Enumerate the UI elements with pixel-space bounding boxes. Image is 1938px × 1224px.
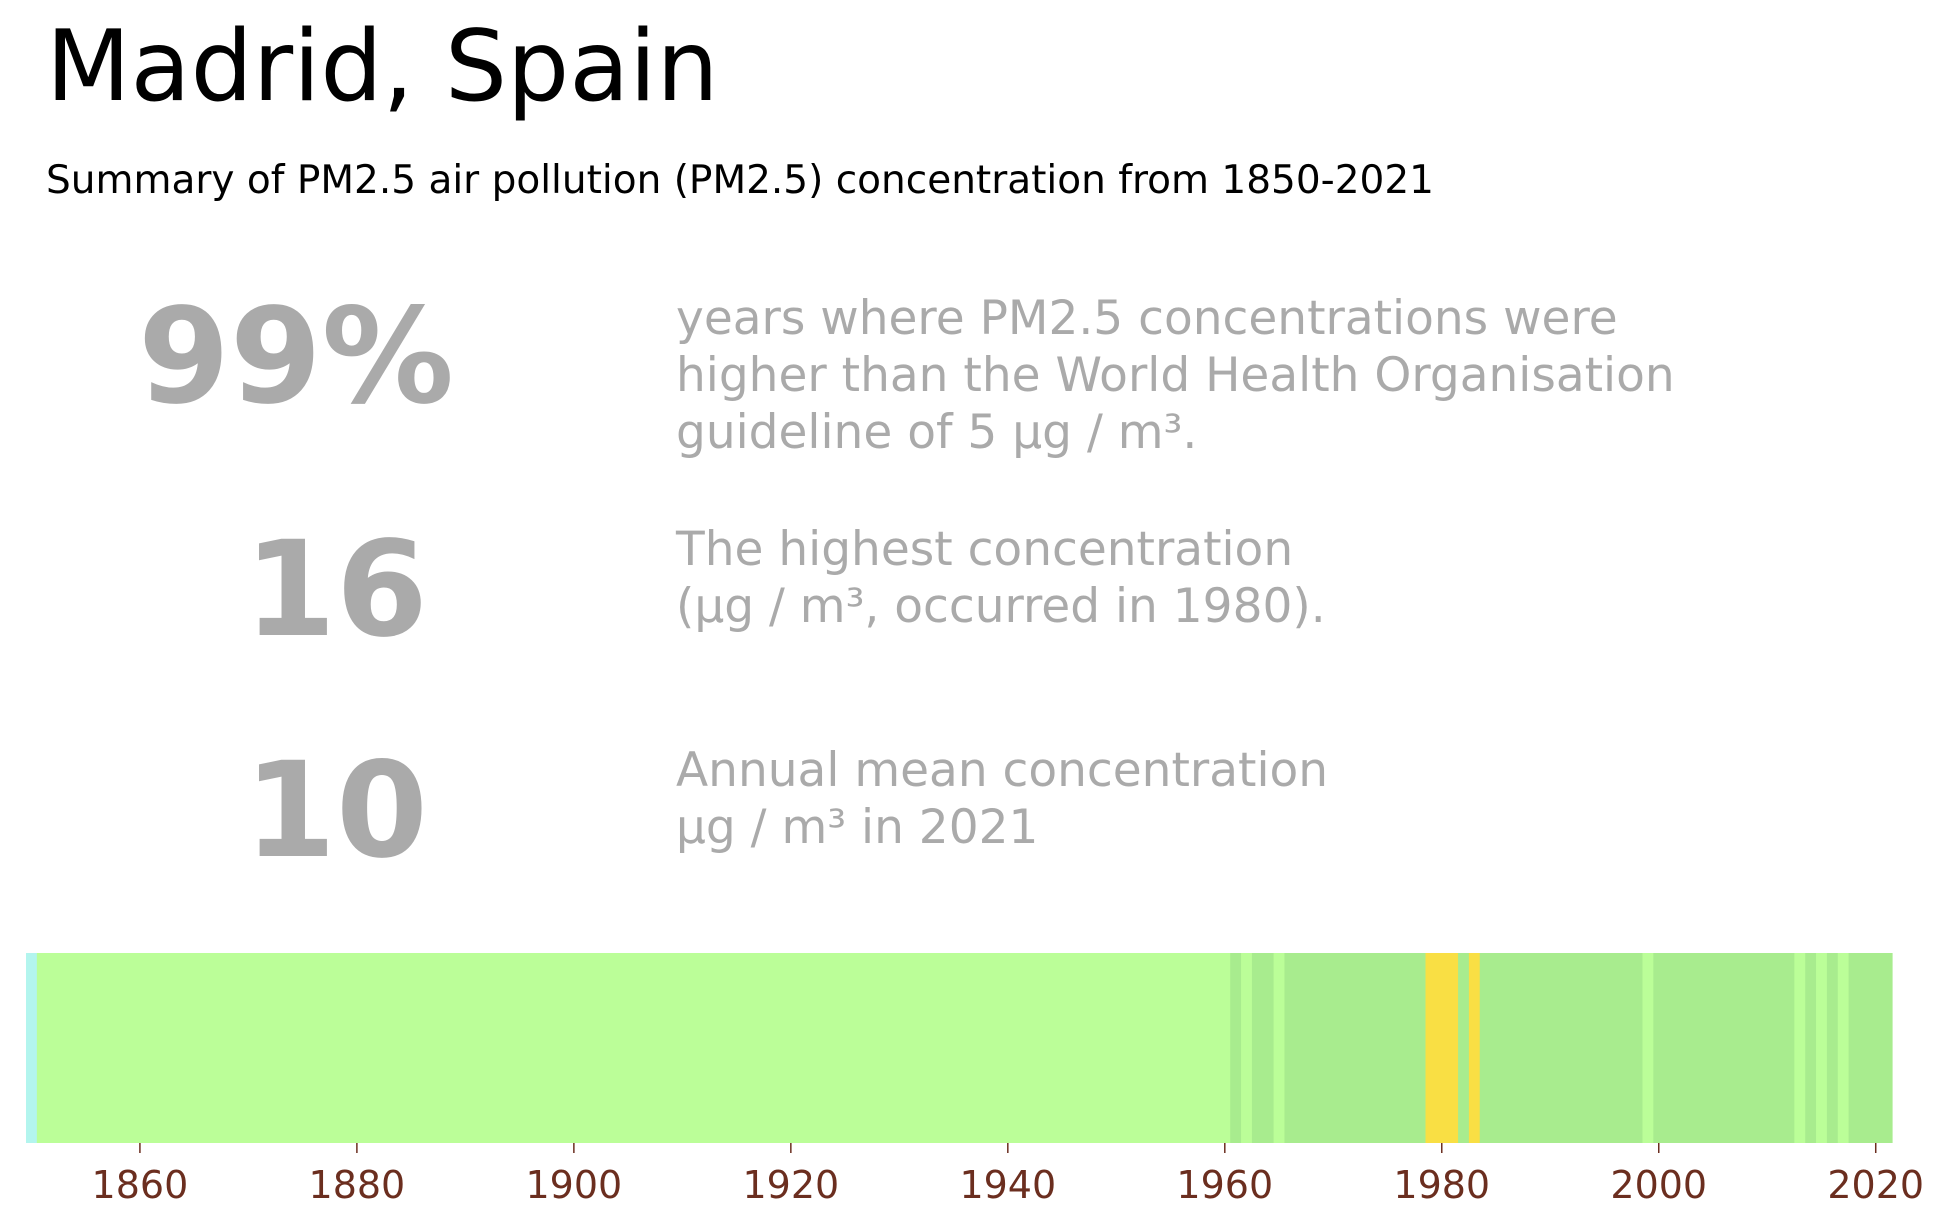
x-tick-label: 1860: [92, 1163, 189, 1207]
x-tick-label: 1980: [1393, 1163, 1490, 1207]
x-tick-label: 1920: [742, 1163, 839, 1207]
x-tick-label: 2020: [1827, 1163, 1924, 1207]
stat-description-line: higher than the World Health Organisatio…: [676, 348, 1675, 403]
stat-description-line: years where PM2.5 concentrations were: [676, 291, 1618, 346]
year-stripe: [1251, 953, 1275, 1143]
year-stripe: [1805, 953, 1817, 1143]
year-stripe: [26, 953, 38, 1143]
year-stripe: [36, 953, 1231, 1143]
stat-percent-description: years where PM2.5 concentrations were hi…: [676, 290, 1876, 461]
x-tick-label: 2000: [1610, 1163, 1707, 1207]
stat-description-line: (µg / m³, occurred in 1980).: [676, 579, 1326, 634]
stat-description-line: Annual mean concentration: [676, 743, 1329, 798]
stat-highest-description: The highest concentration (µg / m³, occu…: [676, 521, 1876, 635]
stat-percent-above-guideline: 99%: [138, 280, 454, 434]
year-stripe: [1859, 953, 1893, 1143]
stat-annual-mean: 10: [244, 734, 428, 888]
stripe-bands: [26, 953, 1893, 1143]
x-tick-label: 1960: [1176, 1163, 1273, 1207]
x-tick-label: 1880: [309, 1163, 406, 1207]
x-tick-label: 1900: [526, 1163, 623, 1207]
stat-description-line: guideline of 5 µg / m³.: [676, 405, 1198, 460]
year-stripe: [1794, 953, 1806, 1143]
year-stripe: [1468, 953, 1481, 1143]
x-axis: 1860 1880 1900 1920 1940 1960 1980 2000 2020: [92, 1143, 1924, 1207]
year-stripe: [1284, 953, 1427, 1143]
year-stripe: [1653, 953, 1795, 1143]
page-subtitle: Summary of PM2.5 air pollution (PM2.5) c…: [46, 158, 1434, 203]
year-stripe: [1273, 953, 1286, 1143]
year-stripe: [1230, 953, 1242, 1143]
year-stripe: [1848, 953, 1861, 1143]
stat-description-line: The highest concentration: [676, 522, 1294, 577]
year-stripe: [1479, 953, 1644, 1143]
year-stripe: [1826, 953, 1839, 1143]
stat-annual-mean-description: Annual mean concentration µg / m³ in 202…: [676, 742, 1876, 856]
year-stripe: [1425, 953, 1459, 1143]
year-stripe: [1837, 953, 1850, 1143]
x-tick-label: 1940: [959, 1163, 1056, 1207]
year-stripe: [1241, 953, 1253, 1143]
year-stripe: [1458, 953, 1470, 1143]
stat-highest-concentration: 16: [244, 513, 428, 667]
year-stripe: [1816, 953, 1828, 1143]
stat-description-line: µg / m³ in 2021: [676, 800, 1039, 855]
page-title: Madrid, Spain: [46, 10, 719, 124]
year-stripe: [1642, 953, 1654, 1143]
